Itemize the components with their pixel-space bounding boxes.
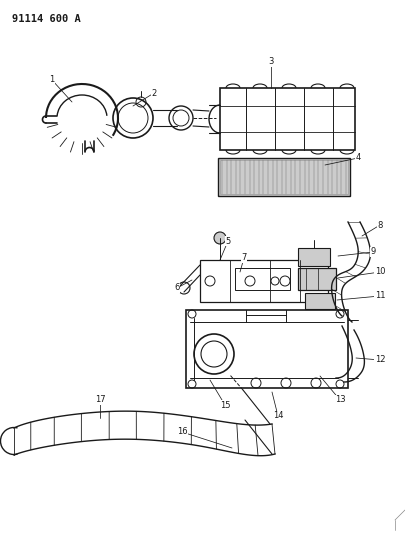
Text: 12: 12 bbox=[375, 356, 385, 365]
Text: 4: 4 bbox=[355, 154, 360, 163]
Text: 16: 16 bbox=[177, 427, 187, 437]
Text: 8: 8 bbox=[377, 221, 383, 230]
Bar bbox=[200, 260, 328, 302]
Text: 10: 10 bbox=[375, 268, 385, 277]
Text: 7: 7 bbox=[241, 254, 247, 262]
Circle shape bbox=[214, 232, 226, 244]
Text: 1: 1 bbox=[49, 76, 55, 85]
Bar bbox=[305, 293, 335, 309]
Bar bbox=[220, 160, 348, 194]
Text: 2: 2 bbox=[151, 88, 157, 98]
Text: 5: 5 bbox=[225, 237, 230, 246]
Text: 3: 3 bbox=[268, 58, 274, 67]
Bar bbox=[218, 158, 350, 196]
Text: 17: 17 bbox=[95, 395, 105, 405]
Text: 13: 13 bbox=[335, 395, 345, 405]
Text: 15: 15 bbox=[220, 400, 230, 409]
Bar bbox=[298, 248, 330, 266]
Text: 91114 600 A: 91114 600 A bbox=[12, 14, 81, 24]
Bar bbox=[298, 268, 336, 290]
Bar bbox=[186, 310, 348, 388]
Text: 9: 9 bbox=[371, 247, 375, 256]
Text: 11: 11 bbox=[375, 292, 385, 301]
Text: 6: 6 bbox=[174, 284, 180, 293]
Bar bbox=[235, 268, 290, 290]
Bar bbox=[220, 88, 355, 150]
Text: 14: 14 bbox=[273, 411, 283, 421]
